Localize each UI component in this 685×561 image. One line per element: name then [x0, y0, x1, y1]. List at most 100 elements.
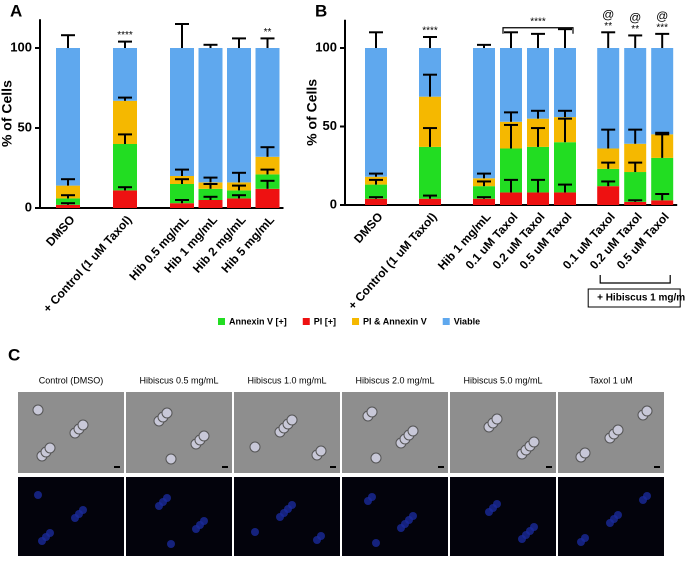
column-title: Hibiscus 5.0 mg/mL [463, 375, 542, 385]
bar-segment [554, 142, 576, 193]
bar-segment [597, 48, 620, 149]
y-axis-label: % of Cells [304, 79, 320, 146]
column-title: Hibiscus 2.0 mg/mL [355, 375, 434, 385]
cell [165, 453, 177, 465]
nucleus [79, 506, 87, 514]
error-bar [504, 178, 518, 193]
error-bar [504, 123, 518, 149]
bar-segment [527, 146, 549, 193]
error-bar [203, 183, 218, 189]
cell [286, 414, 298, 426]
fluorescence-image [342, 477, 448, 556]
error-bar [175, 23, 189, 48]
cell [407, 425, 419, 437]
bracket-annotation: **** [530, 16, 546, 27]
annotation: *** [656, 23, 668, 34]
bar-segment [113, 48, 137, 101]
error-bar [601, 31, 616, 48]
nucleus [581, 534, 589, 542]
nucleus [167, 540, 175, 548]
error-bar [369, 172, 383, 177]
cell [366, 406, 378, 418]
error-bar [531, 109, 545, 119]
column-title: Taxol 1 uM [589, 375, 633, 385]
error-bar [601, 128, 616, 149]
scale-bar [330, 466, 336, 468]
bar-segment [597, 186, 620, 205]
nucleus [288, 501, 296, 509]
error-bar [175, 199, 189, 204]
brightfield-image [126, 392, 232, 473]
bar-segment [170, 184, 194, 204]
error-bar [61, 202, 75, 205]
panel-label: C [8, 345, 20, 364]
error-bar [369, 196, 383, 199]
cell [249, 441, 261, 453]
error-bar [477, 43, 491, 48]
cell [528, 436, 540, 448]
nucleus [409, 512, 417, 520]
error-bar [175, 168, 189, 176]
nucleus [368, 493, 376, 501]
error-bar [531, 32, 545, 48]
y-tick-label: 50 [18, 119, 32, 134]
bar-segment [255, 48, 280, 157]
x-tick-label: + Control (1 uM Taxol) [345, 210, 439, 313]
cell [161, 407, 173, 419]
bar-segment [624, 201, 647, 205]
cell [44, 442, 56, 454]
fluorescence-image [126, 477, 232, 556]
x-tick-label: DMSO [351, 210, 385, 246]
bar-segment [198, 48, 223, 183]
error-bar [531, 127, 545, 147]
bar-segment [227, 48, 251, 183]
error-bar [655, 131, 670, 135]
bar-segment [527, 192, 549, 205]
legend-label: Viable [454, 316, 480, 326]
scale-bar [114, 466, 120, 468]
nucleus [643, 492, 651, 500]
error-bar [61, 178, 75, 186]
legend-label: Annexin V [+] [229, 316, 287, 326]
bar-segment [500, 48, 522, 122]
cell [198, 430, 210, 442]
legend-label: PI & Annexin V [363, 316, 427, 326]
annotation: @ [602, 7, 614, 21]
error-bar [61, 194, 75, 199]
error-bar [369, 31, 383, 48]
annotation: ** [264, 27, 272, 38]
nucleus [317, 532, 325, 540]
y-tick-label: 100 [315, 39, 337, 54]
error-bar [628, 199, 643, 202]
bar-segment [198, 188, 223, 200]
y-tick-label: 0 [330, 196, 337, 211]
error-bar [601, 161, 616, 169]
bar-segment [365, 48, 387, 177]
error-bar [504, 111, 518, 122]
annotation: @ [656, 9, 668, 23]
error-bar [203, 195, 218, 200]
error-bar [477, 172, 491, 179]
error-bar [601, 180, 616, 187]
bar-segment [651, 48, 674, 135]
error-bar [423, 194, 437, 199]
bar-segment [554, 192, 576, 205]
error-bar [232, 194, 246, 199]
bar-segment [473, 48, 495, 179]
y-tick-label: 100 [10, 39, 32, 54]
legend-swatch [352, 318, 360, 325]
nucleus [614, 511, 622, 519]
cell [315, 445, 327, 457]
cell [370, 452, 382, 464]
brightfield-image [342, 392, 448, 473]
bar-segment [113, 190, 137, 208]
bar-segment [170, 203, 194, 208]
bar-segment [624, 48, 647, 144]
group-label: + Hibiscus 1 mg/mL [597, 293, 685, 304]
nucleus [530, 523, 538, 531]
group-bracket [599, 275, 671, 284]
error-bar [260, 179, 275, 189]
error-bar [558, 183, 572, 193]
bar-segment [365, 198, 387, 205]
